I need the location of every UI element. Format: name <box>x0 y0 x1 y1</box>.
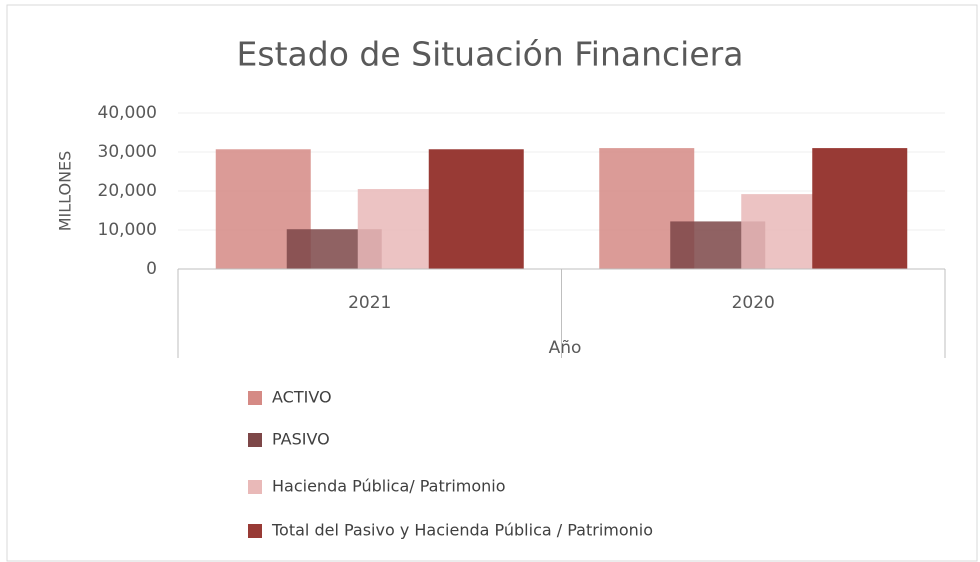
bar <box>428 149 524 269</box>
legend-swatch <box>248 524 262 538</box>
x-axis-label: Año <box>549 338 582 358</box>
chart-frame <box>6 4 978 562</box>
y-axis-label: MILLONES <box>56 151 75 232</box>
y-tick-label: 40,000 <box>98 103 157 123</box>
x-tick-label: 2021 <box>348 293 391 313</box>
chart-title: Estado de Situación Financiera <box>237 35 744 74</box>
y-tick-label: 20,000 <box>98 181 157 201</box>
legend-label: Total del Pasivo y Hacienda Pública / Pa… <box>271 521 653 540</box>
y-tick-label: 30,000 <box>98 142 157 162</box>
legend-swatch <box>248 391 262 405</box>
legend-swatch <box>248 433 262 447</box>
y-tick-label: 0 <box>146 259 157 279</box>
legend-label: ACTIVO <box>272 388 332 407</box>
x-tick-label: 2020 <box>732 293 775 313</box>
legend-label: PASIVO <box>272 430 330 449</box>
bar <box>812 148 908 269</box>
legend-swatch <box>248 480 262 494</box>
y-tick-label: 10,000 <box>98 220 157 240</box>
legend-label: Hacienda Pública/ Patrimonio <box>272 477 506 496</box>
